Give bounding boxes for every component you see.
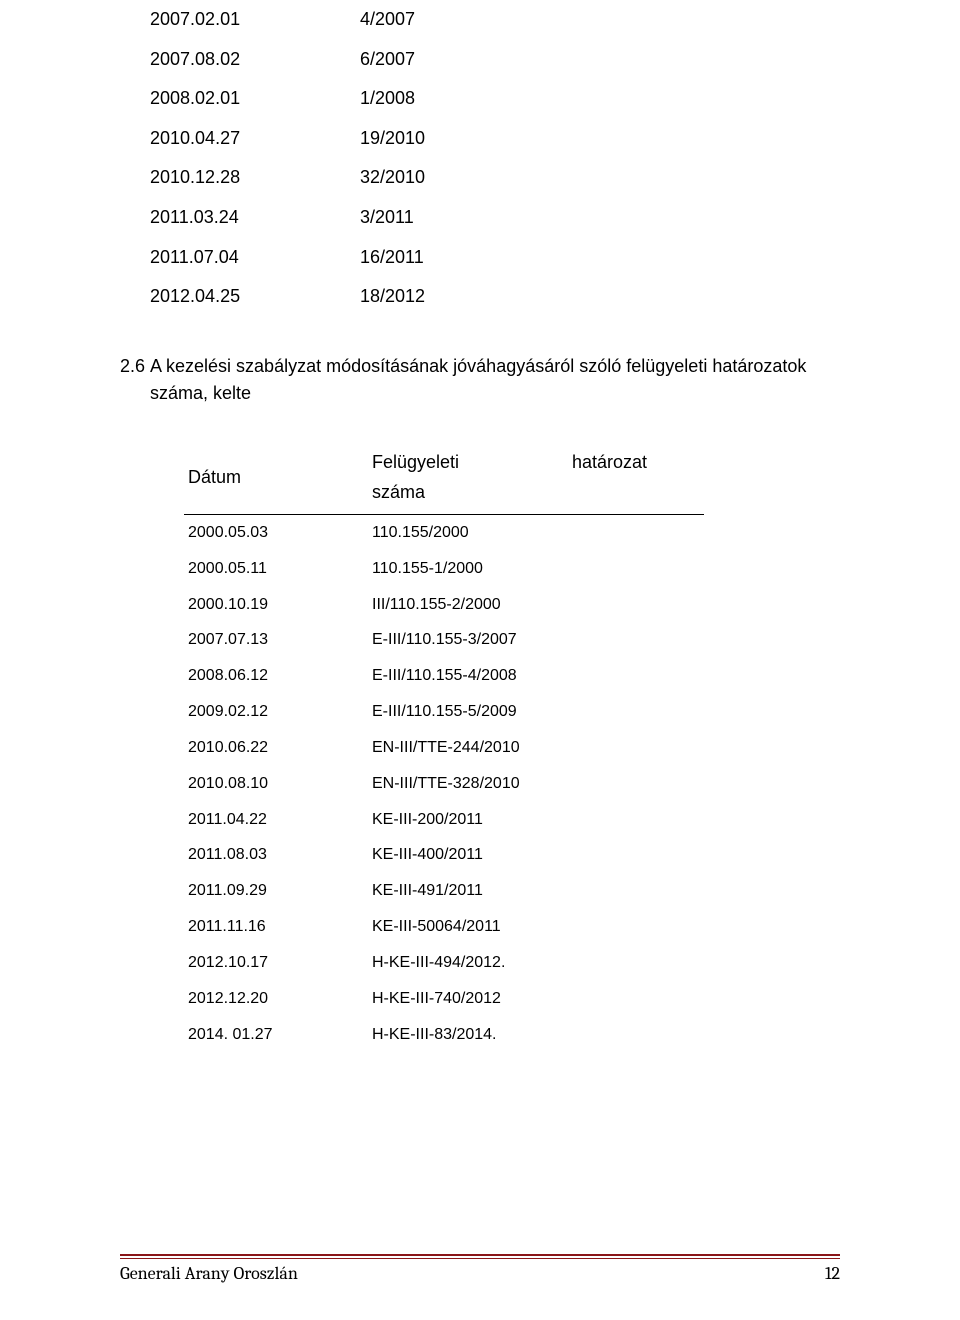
table-body: 2000.05.03110.155/20002000.05.11110.155-… xyxy=(184,515,704,1052)
list-item: 2010.12.2832/2010 xyxy=(150,158,510,198)
table-header: Dátum Felügyeleti határozat száma xyxy=(184,447,704,515)
table-cell-date: 2012.10.17 xyxy=(184,945,372,981)
list-item-date: 2011.07.04 xyxy=(150,238,360,278)
table-cell-date: 2009.02.12 xyxy=(184,694,372,730)
table-cell-value: EN-III/TTE-328/2010 xyxy=(372,766,704,802)
table-cell-value: H-KE-III-83/2014. xyxy=(372,1017,704,1053)
table-header-date: Dátum xyxy=(184,467,372,488)
table-cell-date: 2000.05.11 xyxy=(184,551,372,587)
table-cell-date: 2000.05.03 xyxy=(184,515,372,551)
list-item-date: 2011.03.24 xyxy=(150,198,360,238)
table-cell-date: 2011.04.22 xyxy=(184,802,372,838)
table-cell-value: KE-III-491/2011 xyxy=(372,873,704,909)
table-cell-value: KE-III-400/2011 xyxy=(372,837,704,873)
top-date-list: 2007.02.014/20072007.08.026/20072008.02.… xyxy=(150,0,510,317)
table-row: 2000.05.11110.155-1/2000 xyxy=(184,551,704,587)
table-cell-value: KE-III-50064/2011 xyxy=(372,909,704,945)
section-number: 2.6 xyxy=(120,353,150,407)
table-cell-date: 2000.10.19 xyxy=(184,587,372,623)
list-item: 2011.07.0416/2011 xyxy=(150,238,510,278)
table-cell-value: E-III/110.155-5/2009 xyxy=(372,694,704,730)
section-heading: 2.6 A kezelési szabályzat módosításának … xyxy=(120,353,840,407)
list-item-value: 1/2008 xyxy=(360,79,510,119)
table-cell-value: E-III/110.155-4/2008 xyxy=(372,658,704,694)
list-item: 2008.02.011/2008 xyxy=(150,79,510,119)
table-cell-date: 2010.08.10 xyxy=(184,766,372,802)
table-cell-value: KE-III-200/2011 xyxy=(372,802,704,838)
page-number: 12 xyxy=(825,1263,840,1284)
table-cell-date: 2014. 01.27 xyxy=(184,1017,372,1053)
list-item-value: 16/2011 xyxy=(360,238,510,278)
table-cell-value: 110.155/2000 xyxy=(372,515,704,551)
table-cell-date: 2007.07.13 xyxy=(184,622,372,658)
list-item: 2012.04.2518/2012 xyxy=(150,277,510,317)
list-item-date: 2010.04.27 xyxy=(150,119,360,159)
table-row: 2012.12.20H-KE-III-740/2012 xyxy=(184,981,704,1017)
list-item-date: 2012.04.25 xyxy=(150,277,360,317)
list-item-value: 4/2007 xyxy=(360,0,510,40)
table-cell-date: 2010.06.22 xyxy=(184,730,372,766)
list-item-date: 2007.08.02 xyxy=(150,40,360,80)
list-item-date: 2010.12.28 xyxy=(150,158,360,198)
list-item: 2011.03.243/2011 xyxy=(150,198,510,238)
table-cell-date: 2011.08.03 xyxy=(184,837,372,873)
table-cell-value: EN-III/TTE-244/2010 xyxy=(372,730,704,766)
list-item-date: 2008.02.01 xyxy=(150,79,360,119)
table-row: 2014. 01.27H-KE-III-83/2014. xyxy=(184,1017,704,1053)
section-title: A kezelési szabályzat módosításának jóvá… xyxy=(150,353,840,407)
table-row: 2011.04.22KE-III-200/2011 xyxy=(184,802,704,838)
list-item: 2007.08.026/2007 xyxy=(150,40,510,80)
table-header-word-3: száma xyxy=(372,477,704,508)
footer-rule xyxy=(120,1254,840,1259)
table-header-word-1: Felügyeleti xyxy=(372,447,572,478)
table-row: 2008.06.12E-III/110.155-4/2008 xyxy=(184,658,704,694)
table-row: 2011.11.16KE-III-50064/2011 xyxy=(184,909,704,945)
table-row: 2010.06.22EN-III/TTE-244/2010 xyxy=(184,730,704,766)
list-item-value: 32/2010 xyxy=(360,158,510,198)
table-cell-date: 2012.12.20 xyxy=(184,981,372,1017)
table-row: 2012.10.17H-KE-III-494/2012. xyxy=(184,945,704,981)
table-cell-value: III/110.155-2/2000 xyxy=(372,587,704,623)
table-cell-value: E-III/110.155-3/2007 xyxy=(372,622,704,658)
list-item: 2010.04.2719/2010 xyxy=(150,119,510,159)
list-item: 2007.02.014/2007 xyxy=(150,0,510,40)
table-cell-value: 110.155-1/2000 xyxy=(372,551,704,587)
table-row: 2009.02.12E-III/110.155-5/2009 xyxy=(184,694,704,730)
table-row: 2011.09.29KE-III-491/2011 xyxy=(184,873,704,909)
table-row: 2000.05.03110.155/2000 xyxy=(184,515,704,551)
table-row: 2000.10.19III/110.155-2/2000 xyxy=(184,587,704,623)
table-header-word-2: határozat xyxy=(572,447,704,478)
list-item-date: 2007.02.01 xyxy=(150,0,360,40)
list-item-value: 3/2011 xyxy=(360,198,510,238)
table-cell-date: 2008.06.12 xyxy=(184,658,372,694)
table-row: 2007.07.13E-III/110.155-3/2007 xyxy=(184,622,704,658)
main-table: Dátum Felügyeleti határozat száma 2000.0… xyxy=(184,447,704,1053)
list-item-value: 6/2007 xyxy=(360,40,510,80)
table-cell-value: H-KE-III-740/2012 xyxy=(372,981,704,1017)
page-footer: Generali Arany Oroszlán 12 xyxy=(120,1254,840,1284)
table-cell-date: 2011.11.16 xyxy=(184,909,372,945)
table-cell-value: H-KE-III-494/2012. xyxy=(372,945,704,981)
table-header-resolution: Felügyeleti határozat száma xyxy=(372,447,704,508)
list-item-value: 19/2010 xyxy=(360,119,510,159)
table-cell-date: 2011.09.29 xyxy=(184,873,372,909)
table-row: 2010.08.10EN-III/TTE-328/2010 xyxy=(184,766,704,802)
table-row: 2011.08.03KE-III-400/2011 xyxy=(184,837,704,873)
list-item-value: 18/2012 xyxy=(360,277,510,317)
footer-title: Generali Arany Oroszlán xyxy=(120,1263,298,1284)
